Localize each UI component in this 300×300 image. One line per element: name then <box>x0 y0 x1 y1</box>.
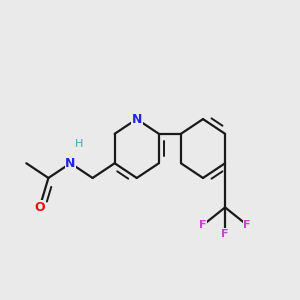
Text: N: N <box>132 112 142 126</box>
Text: F: F <box>221 229 229 239</box>
Text: O: O <box>34 201 45 214</box>
Text: F: F <box>199 220 207 230</box>
Text: H: H <box>75 139 83 149</box>
Text: F: F <box>243 220 251 230</box>
Text: N: N <box>65 157 76 170</box>
